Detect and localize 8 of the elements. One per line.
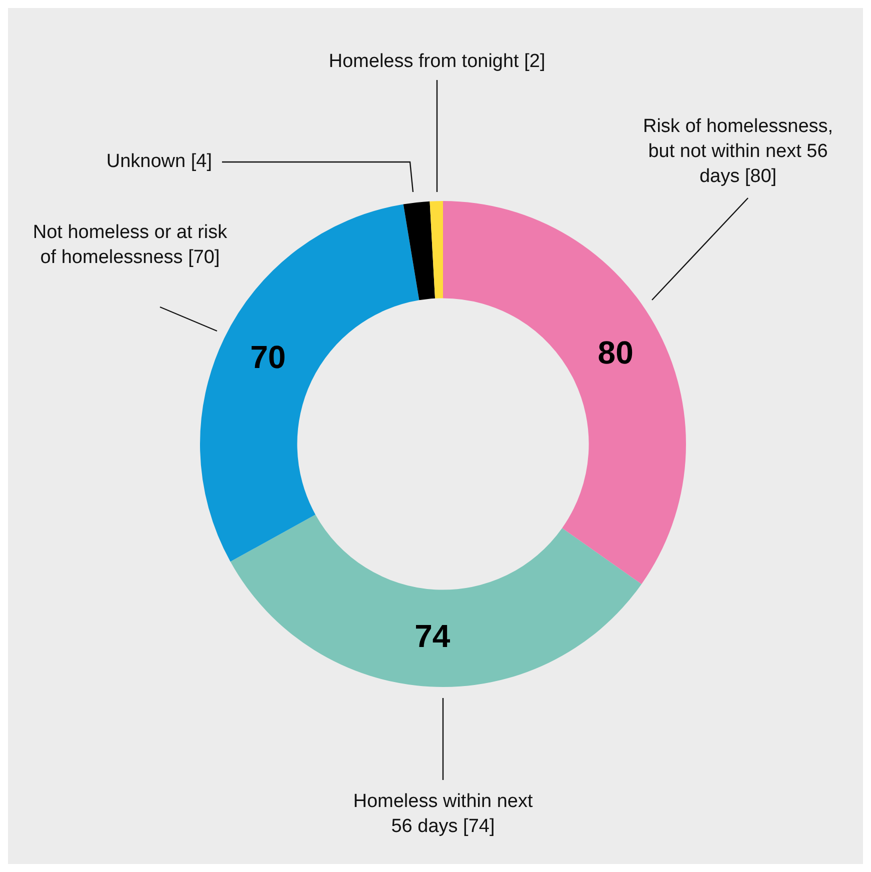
data-label: 70 [250,339,286,376]
data-label: 74 [414,618,450,654]
slice-label: Homeless from tonight [2] [328,51,546,72]
slice-label: Homeless within next 56 days [74] [353,791,534,838]
slice-label: Risk of homelessness, but not within next 56 days [80] [642,116,834,188]
slice-label: Not homeless or at risk of homelessness [70] [32,222,228,268]
data-label: 80 [598,334,634,370]
slice-label: Unknown [4] [106,151,212,172]
